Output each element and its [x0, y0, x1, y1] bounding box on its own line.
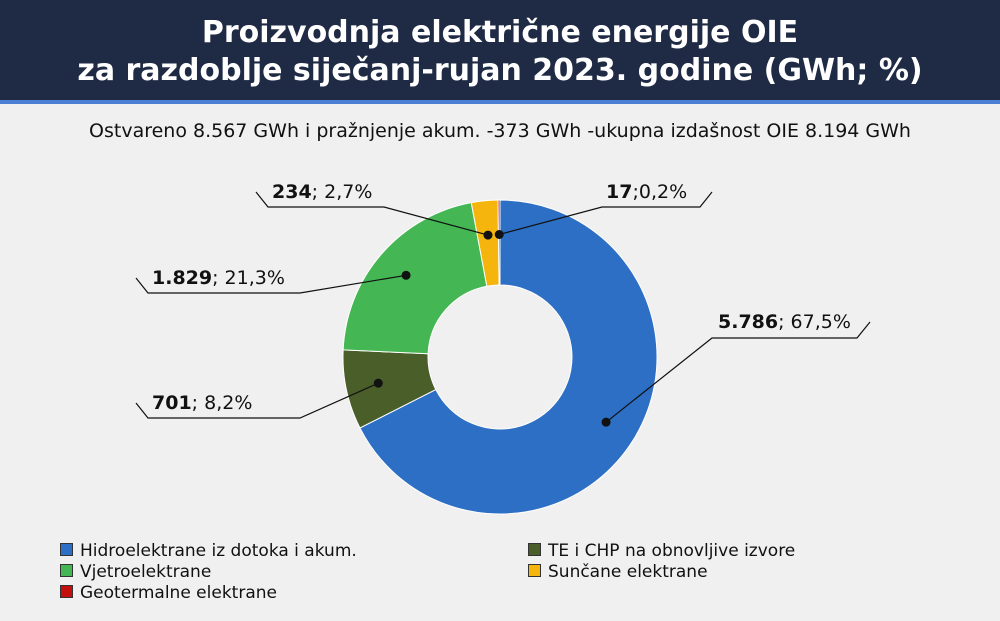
data-label-percent-te-chp: ; 8,2%: [192, 392, 253, 414]
data-label-percent-suncane: ; 2,7%: [312, 181, 373, 203]
data-label-geotermalne: 17;0,2%: [606, 181, 687, 203]
leader-dot-vjetro: [401, 270, 411, 280]
data-label-te-chp: 701; 8,2%: [152, 392, 252, 414]
slice-geotermalne: [497, 199, 501, 286]
data-label-value-te-chp: 701: [152, 392, 192, 414]
leader-line-hidro: [605, 321, 871, 423]
legend-item-suncane: Sunčane elektrane: [528, 562, 708, 582]
leader-dot-hidro: [601, 417, 611, 427]
chart-header: Proizvodnja električne energije OIE za r…: [0, 0, 1000, 104]
legend-swatch-hidro: [60, 543, 73, 556]
legend-label-vjetro: Vjetroelektrane: [80, 562, 212, 582]
leader-dot-suncane: [483, 230, 493, 240]
data-label-value-suncane: 234: [272, 181, 312, 203]
leader-line-geotermalne: [499, 191, 713, 236]
data-label-percent-geotermalne: ;0,2%: [632, 181, 687, 203]
legend-label-geotermalne: Geotermalne elektrane: [80, 583, 277, 603]
data-label-value-geotermalne: 17: [606, 181, 632, 203]
data-label-percent-hidro: ; 67,5%: [778, 311, 851, 333]
chart-subtitle: Ostvareno 8.567 GWh i pražnjenje akum. -…: [89, 120, 911, 142]
legend-label-suncane: Sunčane elektrane: [548, 562, 708, 582]
data-label-value-hidro: 5.786: [718, 311, 778, 333]
legend-item-hidro: Hidroelektrane iz dotoka i akum.: [60, 541, 357, 561]
leader-line-suncane: [255, 191, 489, 236]
slice-vjetro: [342, 202, 488, 355]
legend-item-geotermalne: Geotermalne elektrane: [60, 583, 277, 603]
leader-dot-te-chp: [373, 378, 383, 388]
legend-swatch-suncane: [528, 564, 541, 577]
legend-item-te-chp: TE i CHP na obnovljive izvore: [528, 541, 795, 561]
legend-label-te-chp: TE i CHP na obnovljive izvore: [548, 541, 796, 561]
data-label-percent-vjetro: ; 21,3%: [212, 267, 285, 289]
legend-label-hidro: Hidroelektrane iz dotoka i akum.: [80, 541, 357, 561]
leader-dot-geotermalne: [494, 230, 504, 240]
legend-swatch-te-chp: [528, 543, 541, 556]
legend-swatch-geotermalne: [60, 585, 73, 598]
data-label-suncane: 234; 2,7%: [272, 181, 372, 203]
data-label-hidro: 5.786; 67,5%: [718, 311, 851, 333]
legend-item-vjetro: Vjetroelektrane: [60, 562, 211, 582]
data-label-vjetro: 1.829; 21,3%: [152, 267, 285, 289]
leader-line-te-chp: [135, 382, 379, 419]
chart-title-line2: za razdoblje siječanj-rujan 2023. godine…: [77, 53, 923, 88]
slice-hidro: [359, 199, 658, 515]
chart-title-line1: Proizvodnja električne energije OIE: [201, 15, 799, 50]
leader-line-vjetro: [135, 274, 407, 294]
legend-swatch-vjetro: [60, 564, 73, 577]
data-label-value-vjetro: 1.829: [152, 267, 212, 289]
